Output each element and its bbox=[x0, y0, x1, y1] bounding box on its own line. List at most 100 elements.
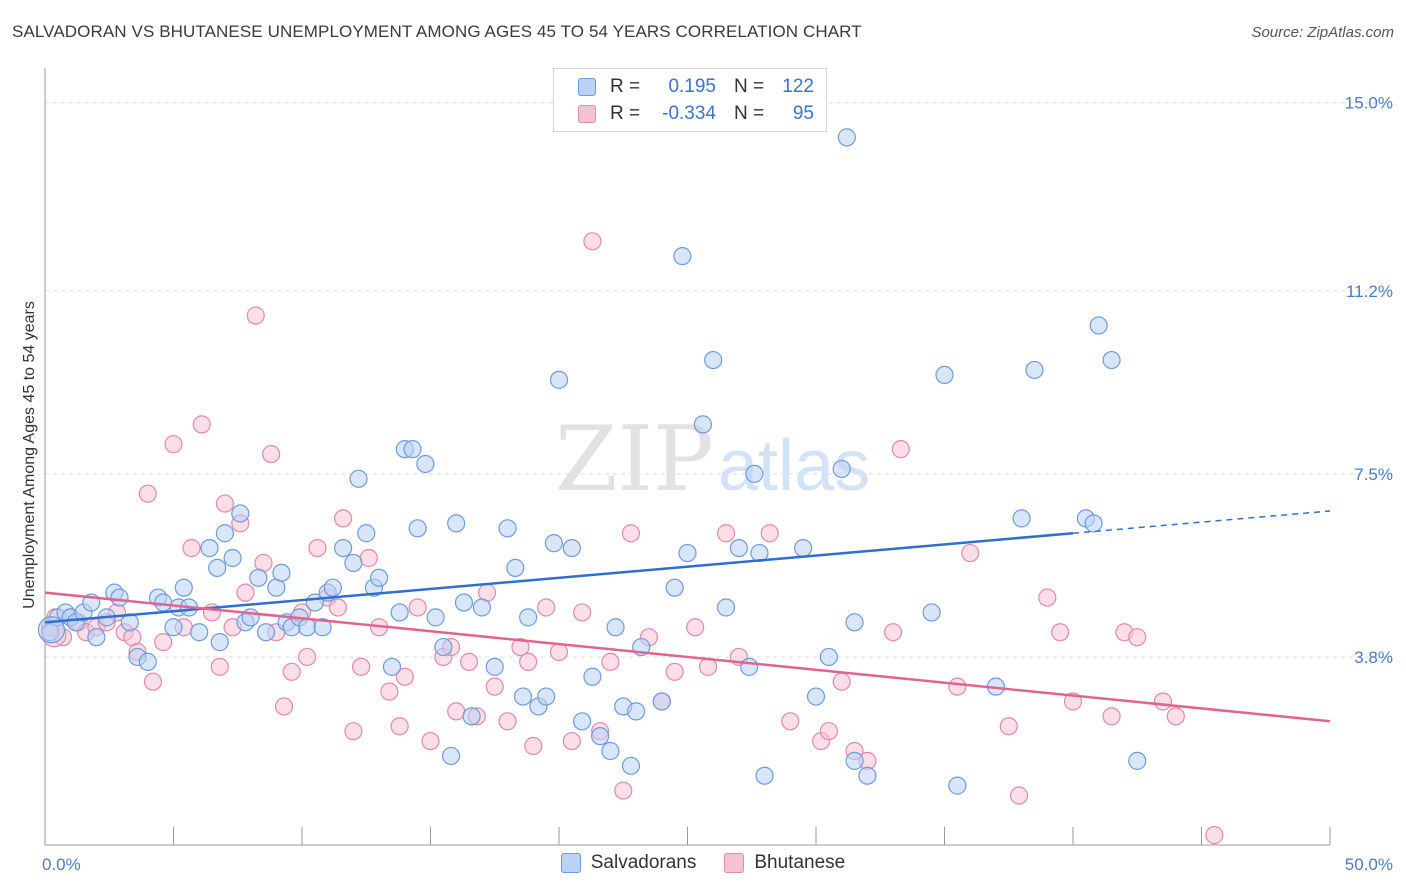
data-point bbox=[143, 672, 163, 691]
data-point bbox=[441, 746, 461, 766]
gridlines bbox=[45, 102, 1392, 658]
data-point bbox=[891, 440, 910, 459]
data-point bbox=[573, 603, 592, 622]
data-point bbox=[961, 543, 980, 563]
data-point bbox=[511, 637, 530, 657]
data-point bbox=[519, 652, 538, 672]
data-point bbox=[403, 440, 422, 459]
legend-r-label: R = bbox=[610, 103, 641, 124]
data-point bbox=[621, 756, 641, 775]
data-point bbox=[999, 717, 1018, 736]
data-point bbox=[544, 534, 563, 553]
data-point bbox=[298, 618, 317, 637]
legend-row-bhutanese: R = -0.334 N = 95 bbox=[578, 102, 814, 126]
data-point bbox=[678, 543, 697, 563]
data-point bbox=[87, 628, 106, 647]
data-point bbox=[231, 504, 250, 523]
data-point bbox=[1063, 692, 1083, 711]
data-point bbox=[819, 722, 838, 741]
data-point bbox=[583, 667, 602, 686]
y-tick-label: 11.2% bbox=[1346, 282, 1393, 301]
legend-item-bhutanese[interactable]: Bhutanese bbox=[724, 852, 845, 874]
x-tick-label-min: 0.0% bbox=[42, 855, 81, 874]
data-point bbox=[591, 727, 610, 746]
data-point bbox=[110, 588, 129, 607]
data-point bbox=[601, 741, 620, 761]
trend-line-salvadorans bbox=[44, 532, 1074, 624]
data-point bbox=[190, 623, 209, 642]
data-point bbox=[652, 692, 671, 711]
legend-n-value: 122 bbox=[782, 76, 814, 97]
legend-r-label: R = bbox=[610, 76, 641, 97]
data-point bbox=[583, 232, 602, 251]
trend-line-bhutanese bbox=[44, 591, 1331, 723]
data-point bbox=[832, 459, 851, 479]
data-point bbox=[390, 717, 409, 736]
data-point bbox=[454, 593, 474, 612]
data-point bbox=[246, 306, 265, 325]
data-point bbox=[262, 444, 281, 464]
data-point bbox=[1009, 786, 1029, 805]
data-point bbox=[858, 766, 877, 785]
data-point bbox=[845, 613, 864, 632]
data-point bbox=[370, 568, 389, 587]
data-point bbox=[673, 247, 692, 266]
y-tick-label: 15.0% bbox=[1345, 94, 1393, 113]
data-point bbox=[249, 568, 268, 587]
data-point bbox=[935, 365, 954, 385]
data-point bbox=[883, 623, 903, 642]
y-axis-label: Unemployment Among Ages 45 to 54 years bbox=[21, 301, 38, 609]
data-point bbox=[426, 608, 445, 627]
data-point bbox=[498, 712, 517, 731]
data-point bbox=[408, 598, 427, 617]
data-point bbox=[549, 370, 569, 389]
data-point bbox=[686, 618, 705, 637]
data-point bbox=[562, 538, 581, 558]
data-point bbox=[837, 128, 856, 147]
data-point bbox=[1205, 826, 1224, 845]
data-point bbox=[308, 538, 327, 558]
data-point bbox=[154, 593, 173, 612]
data-point bbox=[208, 558, 227, 577]
data-point bbox=[745, 464, 764, 483]
data-point bbox=[357, 524, 376, 543]
data-point bbox=[459, 652, 479, 672]
data-point bbox=[1051, 623, 1070, 642]
data-point bbox=[729, 538, 749, 558]
data-point bbox=[614, 781, 633, 800]
legend-item-salvadorans[interactable]: Salvadorans bbox=[560, 852, 696, 874]
data-point bbox=[506, 558, 525, 577]
data-point bbox=[601, 652, 620, 672]
data-point bbox=[665, 662, 684, 681]
data-point bbox=[704, 350, 723, 370]
data-point bbox=[781, 712, 800, 731]
data-point bbox=[236, 583, 255, 602]
legend-n-value: 95 bbox=[792, 103, 814, 124]
legend-label-bhutanese: Bhutanese bbox=[754, 852, 846, 873]
series-legend: Salvadorans Bhutanese bbox=[0, 852, 1406, 874]
axes bbox=[44, 68, 1331, 846]
data-point bbox=[138, 652, 157, 672]
data-point bbox=[380, 682, 399, 701]
data-point bbox=[537, 687, 556, 706]
data-point bbox=[832, 672, 851, 691]
legend-swatch-salvadorans bbox=[578, 78, 596, 96]
data-point bbox=[210, 633, 229, 652]
y-tick-labels: 3.8% 7.5% 11.2% 15.0% bbox=[1345, 94, 1393, 667]
data-point bbox=[716, 524, 736, 543]
data-point bbox=[334, 538, 353, 558]
data-point bbox=[164, 435, 183, 454]
data-point bbox=[215, 524, 234, 543]
data-point bbox=[328, 598, 348, 617]
source-label: Source: ZipAtlas.com bbox=[1251, 24, 1394, 41]
data-point bbox=[447, 702, 466, 721]
legend-n-label: N = bbox=[734, 103, 765, 124]
legend-row-salvadorans: R = 0.195 N = 122 bbox=[578, 75, 814, 99]
data-point bbox=[154, 633, 173, 652]
data-point bbox=[1038, 588, 1057, 607]
legend-swatch-salvadorans bbox=[560, 853, 581, 873]
data-point bbox=[1102, 350, 1121, 370]
x-tick-label-max: 50.0% bbox=[1345, 855, 1393, 874]
legend-r-value: -0.334 bbox=[662, 103, 716, 124]
